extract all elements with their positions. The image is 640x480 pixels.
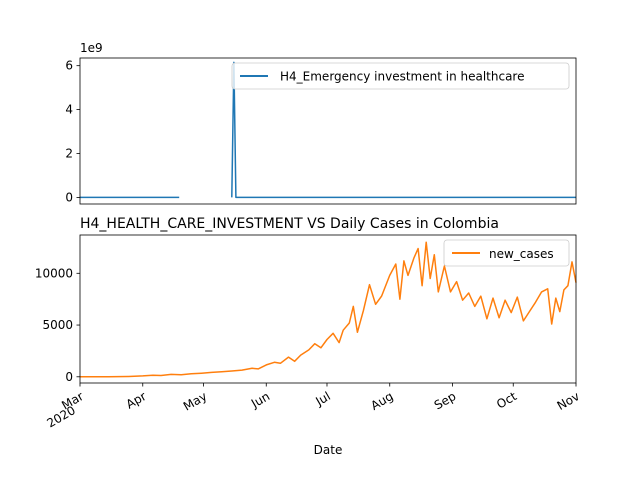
top-legend: H4_Emergency investment in healthcare bbox=[231, 62, 570, 90]
bottom-chart-title: H4_HEALTH_CARE_INVESTMENT VS Daily Cases… bbox=[80, 216, 499, 232]
top-series-line-segment-1 bbox=[231, 61, 576, 199]
top-legend-label: H4_Emergency investment in healthcare bbox=[280, 70, 524, 84]
x-axis-label: Date bbox=[314, 443, 343, 457]
top-y-offset-text: 1e9 bbox=[80, 41, 103, 55]
bottom-series-lines bbox=[79, 241, 577, 378]
bottom-legend-label: new_cases bbox=[489, 247, 554, 261]
bottom-plot-frame bbox=[79, 234, 577, 384]
bottom-y-tick-label: 10000 bbox=[35, 266, 73, 280]
top-y-tick-label: 6 bbox=[65, 59, 73, 73]
top-y-tick-label: 4 bbox=[65, 103, 73, 117]
top-plot-frame bbox=[79, 57, 577, 205]
bottom-y-tick-label: 5000 bbox=[42, 318, 73, 332]
bottom-legend-box bbox=[443, 239, 570, 267]
top-legend-box bbox=[231, 62, 570, 90]
bottom-legend: new_cases bbox=[443, 239, 570, 267]
top-y-tick-label: 2 bbox=[65, 147, 73, 161]
x-tick-label: Jul bbox=[312, 389, 332, 409]
bottom-y-tick-label: 0 bbox=[65, 370, 73, 384]
top-subplot: 0 2 4 6 1e9 H4_Emergency investment in heal… bbox=[65, 41, 577, 205]
top-series-lines bbox=[80, 61, 576, 199]
top-y-tick-label: 0 bbox=[65, 190, 73, 204]
bottom-y-axis-ticks: 0 5000 10000 bbox=[35, 266, 80, 384]
new-cases-line bbox=[79, 241, 577, 378]
top-y-axis-ticks: 0 2 4 6 bbox=[65, 59, 80, 204]
